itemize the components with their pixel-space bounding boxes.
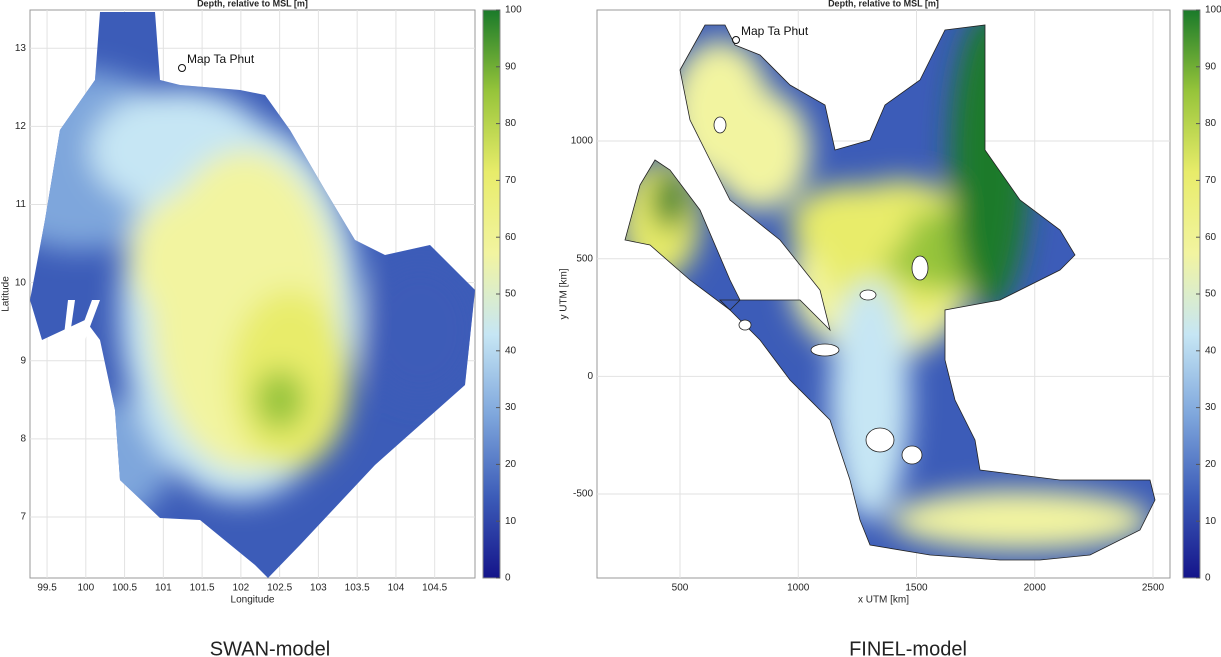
x-tick-label: 100 [77, 583, 94, 594]
x-axis-label: x UTM [km] [858, 595, 909, 606]
depth-zone [255, 370, 305, 430]
y-axis-label: y UTM [km] [559, 268, 570, 319]
y-tick-label: 13 [15, 43, 27, 54]
island [810, 343, 840, 357]
y-tick-label: 10 [15, 277, 27, 288]
colorbar-tick-label: 20 [505, 459, 517, 470]
island [859, 289, 877, 301]
colorbar-tick-label: 30 [1205, 402, 1217, 413]
x-tick-label: 102.5 [267, 583, 292, 594]
colorbar-tick-label: 20 [1205, 459, 1217, 470]
chart-title: Depth, relative to MSL [m] [828, 0, 939, 8]
coastline [679, 24, 1156, 561]
depth-zone [950, 490, 1050, 530]
colorbar-tick-label: 50 [505, 289, 517, 300]
y-tick-label: 9 [20, 355, 26, 366]
x-tick-label: 2500 [1142, 583, 1165, 594]
colorbar-tick-label: 60 [1205, 232, 1217, 243]
colorbar-tick-label: 70 [505, 175, 517, 186]
depth-zone [830, 280, 910, 520]
colorbar-tick-label: 80 [505, 118, 517, 129]
x-tick-label: 103.5 [345, 583, 370, 594]
annotation: Map Ta Phut [187, 52, 255, 66]
y-tick-label: 0 [587, 371, 593, 382]
x-tick-label: 99.5 [37, 583, 57, 594]
y-tick-label: -500 [573, 489, 593, 500]
island [901, 445, 923, 465]
depth-zone [130, 190, 270, 330]
island [713, 116, 727, 134]
colorbar-tick-label: 0 [505, 573, 511, 584]
chart-title: Depth, relative to MSL [m] [197, 0, 308, 8]
colorbar-tick-label: 50 [1205, 289, 1217, 300]
x-tick-label: 100.5 [112, 583, 137, 594]
colorbar-tick-label: 60 [505, 232, 517, 243]
x-tick-label: 1500 [905, 583, 928, 594]
x-tick-label: 102 [233, 583, 250, 594]
y-tick-label: 500 [576, 253, 593, 264]
colorbar-tick-label: 40 [1205, 345, 1217, 356]
colorbar-tick-label: 70 [1205, 175, 1217, 186]
y-axis-label: Latitude [1, 276, 12, 312]
colorbar-tick-label: 10 [505, 516, 517, 527]
x-tick-label: 2000 [1024, 583, 1047, 594]
x-tick-label: 1000 [787, 583, 810, 594]
x-tick-label: 104 [388, 583, 405, 594]
y-tick-label: 12 [15, 121, 27, 132]
island [865, 427, 895, 453]
x-tick-label: 103 [310, 583, 327, 594]
land-gap [64, 300, 75, 335]
land-gap [78, 300, 100, 340]
island [738, 319, 752, 331]
colorbar-tick-label: 40 [505, 345, 517, 356]
colorbar-tick-label: 90 [1205, 61, 1217, 72]
colorbar-tick-label: 30 [505, 402, 517, 413]
colorbar-tick-label: 10 [1205, 516, 1217, 527]
colorbar-tick-label: 100 [1205, 5, 1221, 16]
y-tick-label: 1000 [571, 136, 594, 147]
y-tick-label: 8 [20, 434, 26, 445]
caption: SWAN-model [210, 638, 330, 657]
y-tick-label: 11 [16, 199, 27, 210]
x-tick-label: 101.5 [190, 583, 215, 594]
x-axis-label: Longitude [231, 595, 275, 606]
colorbar-tick-label: 90 [505, 61, 517, 72]
island [911, 255, 929, 281]
x-tick-label: 104.5 [422, 583, 447, 594]
colorbar-tick-label: 100 [505, 5, 522, 16]
location-marker [178, 64, 186, 72]
depth-zone [652, 170, 688, 230]
y-tick-label: 7 [20, 512, 26, 523]
colorbar-tick-label: 80 [1205, 118, 1217, 129]
caption: FINEL-model [849, 638, 967, 657]
annotation: Map Ta Phut [741, 24, 809, 38]
coastline [624, 159, 741, 311]
depth-zone [790, 185, 910, 265]
x-tick-label: 101 [155, 583, 172, 594]
depth-zone [710, 90, 810, 210]
location-marker [732, 36, 740, 44]
colorbar-tick-label: 0 [1205, 573, 1211, 584]
depth-zone [360, 260, 475, 400]
x-tick-label: 500 [672, 583, 689, 594]
